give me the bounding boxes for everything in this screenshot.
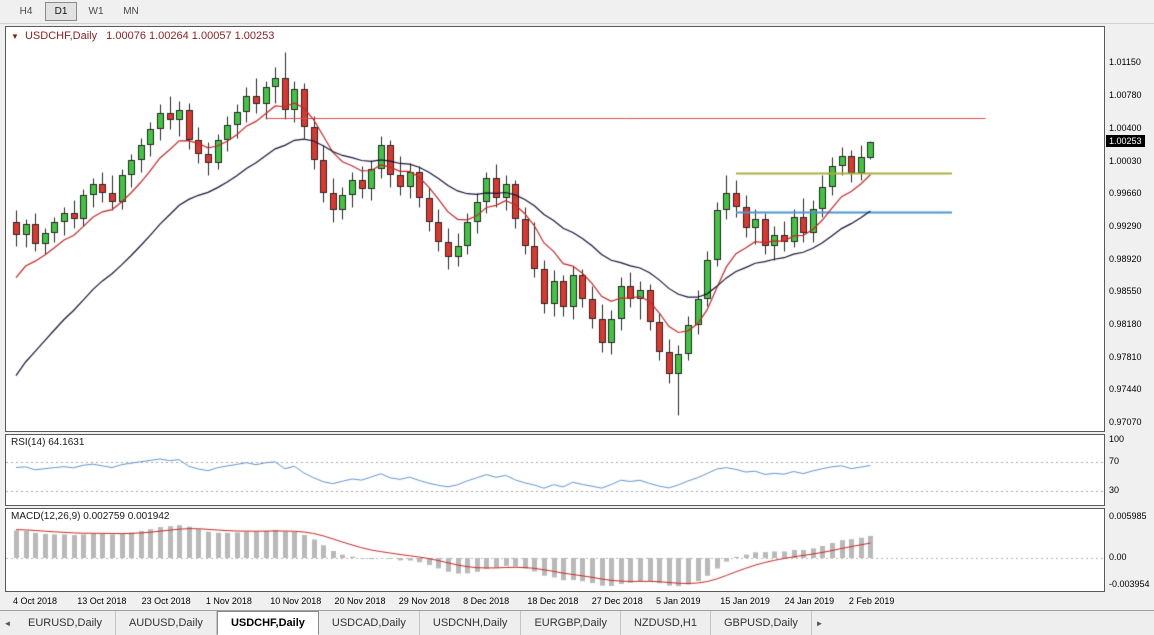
chart-tab-gbpusd[interactable]: GBPUSD,Daily: [711, 611, 812, 635]
price-axis-label: 0.99290: [1109, 221, 1142, 232]
chart-tab-nzdusd[interactable]: NZDUSD,H1: [621, 611, 711, 635]
date-axis-label: 2 Feb 2019: [848, 596, 895, 606]
date-axis-label: 8 Dec 2018: [463, 596, 510, 606]
date-axis-label: 27 Dec 2018: [591, 596, 643, 606]
date-axis-label: 5 Jan 2019: [656, 596, 701, 606]
timeframe-toolbar: H4 D1 W1 MN: [0, 0, 1154, 24]
rsi-label: RSI(14) 64.1631: [11, 437, 85, 448]
current-price-tag: 1.00253: [1106, 135, 1145, 148]
date-axis-label: 1 Nov 2018: [205, 596, 252, 606]
date-axis[interactable]: 4 Oct 2018 13 Oct 2018 23 Oct 2018 1 Nov 20…: [5, 592, 1105, 610]
ohlc-values: 1.00076 1.00264 1.00057 1.00253: [106, 30, 275, 42]
price-axis-label: 1.01150: [1109, 57, 1141, 67]
price-axis-label: 0.98180: [1109, 319, 1142, 330]
chart-tab-audusd[interactable]: AUDUSD,Daily: [116, 611, 217, 635]
chart-tab-eurusd[interactable]: EURUSD,Daily: [15, 611, 116, 635]
rsi-axis-label: 30: [1109, 484, 1120, 495]
date-axis-label: 29 Nov 2018: [398, 596, 450, 606]
price-axis-label: 0.97810: [1109, 351, 1142, 362]
date-axis-label: 13 Oct 2018: [77, 596, 127, 606]
chart-tabs-bar: ◄ EURUSD,Daily AUDUSD,Daily USDCHF,Daily USD…: [0, 610, 1154, 635]
price-axis-label: 0.98920: [1109, 253, 1142, 264]
rsi-canvas[interactable]: [6, 435, 1104, 505]
macd-axis-label: 0.00: [1109, 552, 1127, 562]
rsi-panel: RSI(14) 64.1631: [5, 434, 1105, 506]
price-axis-label: 1.00400: [1109, 123, 1142, 134]
tabs-scroll-left-icon[interactable]: ◄: [3, 618, 12, 628]
price-axis-label: 1.00030: [1109, 155, 1142, 166]
date-axis-label: 23 Oct 2018: [141, 596, 191, 606]
macd-axis-label: 0.005985: [1109, 511, 1147, 522]
date-axis-label: 18 Dec 2018: [527, 596, 579, 606]
price-chart-canvas[interactable]: [6, 27, 1104, 431]
timeframe-button-h4[interactable]: H4: [19, 6, 33, 17]
timeframe-button-w1[interactable]: W1: [88, 6, 104, 17]
macd-canvas[interactable]: [6, 509, 1104, 591]
price-axis[interactable]: 1.01150 1.00780 1.00400 1.00030 0.99660 0.992…: [1105, 26, 1154, 592]
rsi-axis-label: 70: [1109, 455, 1120, 466]
date-axis-label: 24 Jan 2019: [784, 596, 835, 606]
timeframe-button-d1[interactable]: D1: [45, 2, 77, 21]
rsi-axis-label: 100: [1109, 434, 1125, 445]
price-axis-label: 0.99660: [1109, 188, 1142, 199]
chart-tab-usdchf[interactable]: USDCHF,Daily: [216, 611, 319, 635]
chart-ohlc-label: ▼ USDCHF,Daily 1.00076 1.00264 1.00057 1…: [11, 30, 274, 42]
chart-tab-usdcad[interactable]: USDCAD,Daily: [319, 611, 420, 635]
price-axis-label: 0.97440: [1109, 384, 1142, 395]
date-axis-label: 15 Jan 2019: [720, 596, 770, 606]
price-chart-panel: ▼ USDCHF,Daily 1.00076 1.00264 1.00057 1…: [5, 26, 1105, 432]
date-axis-label: 4 Oct 2018: [13, 596, 58, 606]
macd-panel: MACD(12,26,9) 0.002759 0.001942: [5, 508, 1105, 592]
macd-label: MACD(12,26,9) 0.002759 0.001942: [11, 511, 170, 522]
price-axis-label: 1.00780: [1109, 89, 1142, 100]
symbol-name: USDCHF,Daily: [24, 30, 98, 42]
date-axis-label: 10 Nov 2018: [270, 596, 322, 606]
price-axis-label: 0.98550: [1109, 286, 1142, 297]
price-axis-label: 0.97070: [1109, 416, 1142, 427]
date-axis-label: 20 Nov 2018: [334, 596, 386, 606]
chart-tab-eurgbp[interactable]: EURGBP,Daily: [521, 611, 621, 635]
tabs-scroll-right-icon[interactable]: ►: [815, 618, 824, 628]
macd-axis-label: -0.003954: [1109, 578, 1150, 589]
chevron-down-icon: ▼: [11, 32, 19, 41]
timeframe-button-mn[interactable]: MN: [123, 6, 139, 17]
chart-tab-usdcnh[interactable]: USDCNH,Daily: [420, 611, 522, 635]
